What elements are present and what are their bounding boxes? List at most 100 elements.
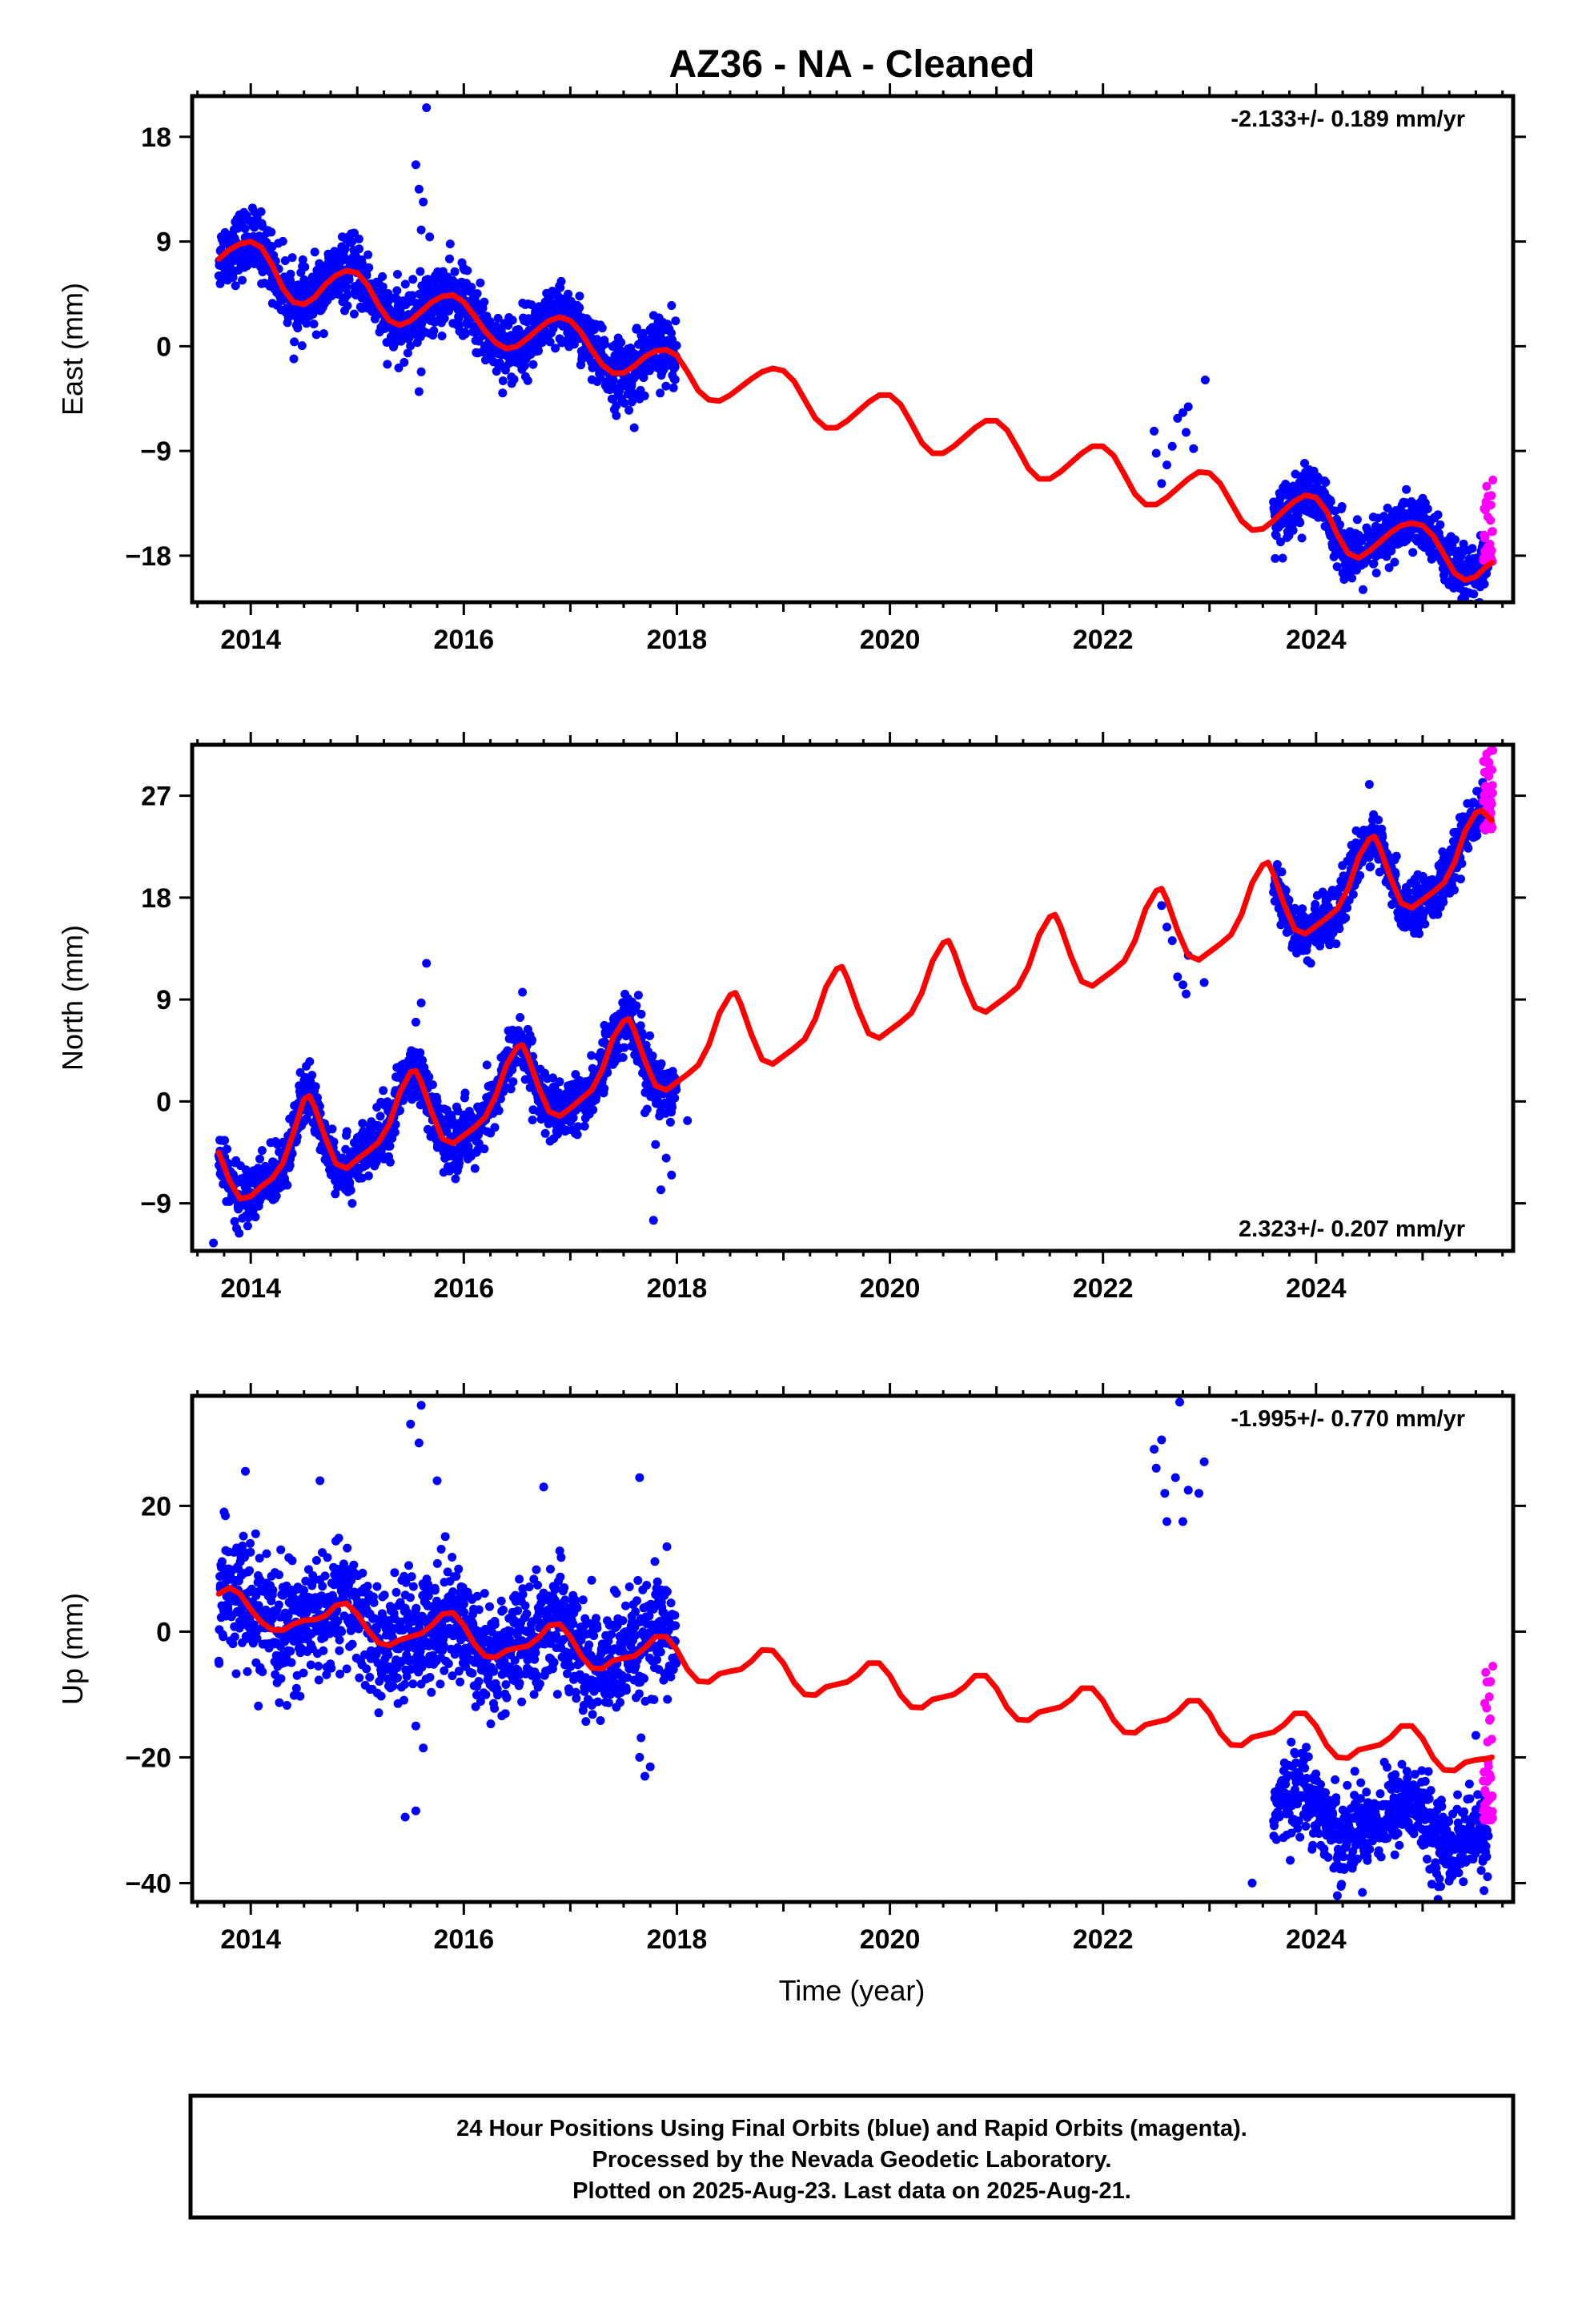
final-point [585, 331, 595, 340]
final-point [472, 289, 482, 299]
final-point [293, 324, 303, 333]
rapid-point [1482, 481, 1492, 491]
x-tick-label: 2022 [1073, 625, 1134, 655]
final-point [306, 1660, 315, 1670]
final-point [615, 386, 624, 396]
final-point [378, 282, 387, 292]
final-point [209, 1238, 219, 1248]
final-point [363, 1171, 373, 1180]
final-point [1451, 535, 1460, 545]
final-point [573, 1122, 583, 1132]
final-point [627, 397, 636, 407]
final-point [1439, 898, 1448, 907]
final-point [460, 329, 470, 339]
final-point [1480, 579, 1489, 589]
final-point [638, 328, 648, 338]
final-point [1456, 875, 1465, 884]
final-point [355, 1673, 364, 1683]
rapid-point [1486, 501, 1496, 510]
final-point [580, 1121, 589, 1131]
final-point [587, 1051, 596, 1060]
final-point [670, 375, 680, 384]
y-tick-label: 18 [141, 123, 171, 153]
final-point [1435, 520, 1445, 529]
final-point [403, 348, 412, 358]
final-point [406, 341, 416, 351]
final-point [1162, 923, 1171, 932]
final-point [416, 267, 425, 276]
final-point [411, 1017, 420, 1027]
north-final-points [209, 778, 1493, 1248]
final-point [349, 1560, 359, 1570]
final-point [1297, 533, 1307, 543]
final-point [323, 1553, 332, 1562]
final-point [1369, 559, 1379, 569]
final-point [289, 354, 299, 364]
final-point [337, 1627, 347, 1636]
x-tick-label: 2022 [1073, 1273, 1134, 1304]
final-point [632, 1001, 641, 1011]
final-point [302, 319, 311, 328]
final-point [276, 1674, 286, 1683]
final-point [597, 324, 607, 333]
x-tick-label: 2016 [433, 625, 494, 655]
final-point [1182, 428, 1191, 437]
final-point [1162, 460, 1171, 470]
final-point [1183, 402, 1193, 412]
chart-title: AZ36 - NA - Cleaned [669, 43, 1035, 86]
final-point [661, 381, 671, 391]
final-point [231, 1669, 241, 1679]
final-point [267, 227, 276, 237]
final-point [1459, 539, 1468, 549]
final-point [534, 346, 543, 356]
final-point [482, 1060, 492, 1070]
final-point [243, 1221, 252, 1231]
final-point [238, 275, 247, 285]
final-point [299, 1586, 308, 1595]
x-tick-label: 2018 [647, 625, 708, 655]
final-point [1391, 870, 1400, 879]
final-point [314, 1662, 323, 1671]
final-point [1151, 448, 1161, 458]
final-point [553, 1129, 562, 1139]
final-point [276, 1545, 286, 1554]
final-point [588, 1105, 598, 1115]
final-point [220, 1136, 230, 1145]
final-point [600, 1084, 609, 1093]
final-point [1189, 444, 1199, 453]
final-point [508, 316, 517, 325]
final-point [432, 1096, 442, 1106]
final-point [256, 207, 266, 216]
final-point [287, 253, 297, 263]
rapid-point [1487, 491, 1496, 501]
final-point [1272, 860, 1282, 869]
final-point [474, 1139, 484, 1148]
final-point [319, 329, 328, 339]
rapid-point [1488, 527, 1497, 537]
final-point [334, 1534, 343, 1543]
rapid-point [1488, 823, 1497, 832]
final-point [342, 1127, 351, 1136]
final-point [467, 283, 476, 292]
final-point [665, 1117, 675, 1127]
final-point [235, 1228, 244, 1238]
final-point [507, 379, 516, 388]
final-point [629, 423, 639, 432]
final-point [1469, 589, 1479, 599]
final-point [354, 234, 363, 243]
final-point [683, 1116, 693, 1125]
final-point [455, 1158, 464, 1168]
final-point [257, 1146, 267, 1156]
final-point [280, 256, 290, 265]
final-point [221, 1511, 230, 1521]
y-axis-label: East (mm) [56, 283, 89, 416]
final-point [1378, 832, 1387, 842]
final-point [463, 266, 472, 275]
final-point [508, 1077, 518, 1087]
rate-label: -2.133+/- 0.189 mm/yr [1231, 107, 1465, 132]
final-point [422, 959, 432, 968]
x-tick-label: 2020 [860, 625, 921, 655]
final-point [343, 290, 352, 300]
y-tick-label: 9 [156, 227, 171, 258]
final-point [414, 387, 424, 396]
